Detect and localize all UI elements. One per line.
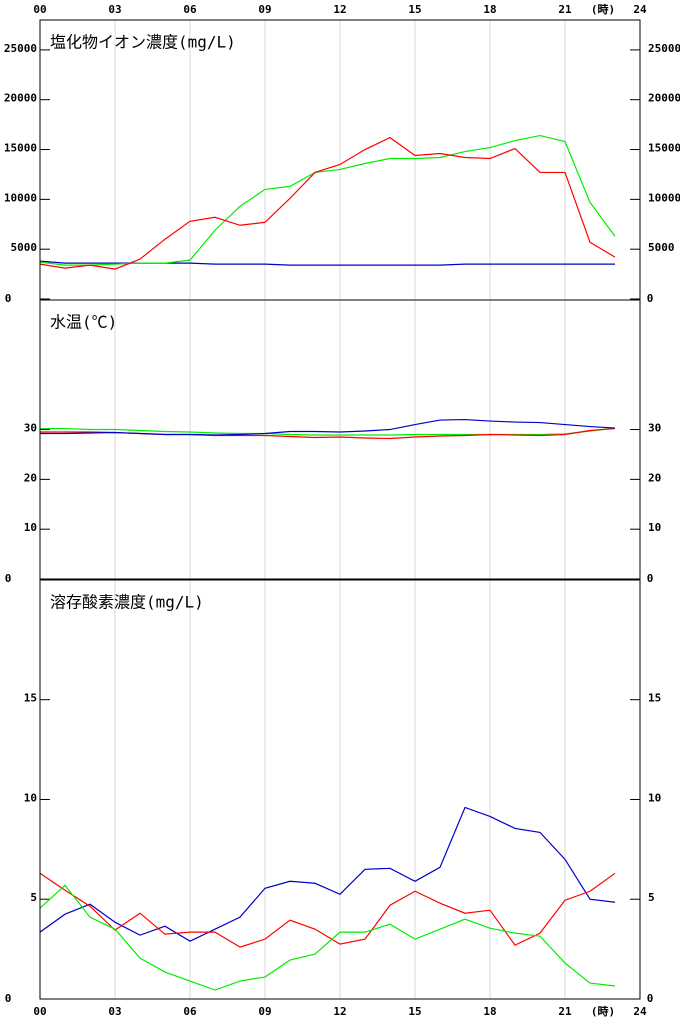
y-tick-label: 30: [648, 422, 661, 435]
x-tick-label: 15: [408, 1005, 421, 1018]
y-tick-label: 20: [648, 471, 661, 484]
y-tick-label: 0: [647, 572, 654, 585]
x-tick-label: 15: [408, 3, 421, 16]
series-line: [40, 418, 616, 436]
x-tick-label: 03: [108, 3, 121, 16]
y-tick-label: 5: [648, 891, 655, 904]
panel-title: 塩化物イオン濃度(mg/L): [50, 33, 236, 52]
y-tick-label: 10: [24, 791, 37, 804]
y-tick-label: 15: [648, 692, 661, 705]
x-tick-label: 09: [258, 3, 271, 16]
x-axis-label: (時): [591, 2, 615, 16]
y-tick-label: 20000: [648, 92, 680, 105]
y-tick-label: 25000: [648, 42, 680, 55]
y-tick-label: 20000: [4, 92, 37, 105]
y-tick-label: 0: [5, 992, 12, 1005]
series-line: [39, 136, 616, 270]
x-tick-label: 00: [33, 1005, 46, 1018]
x-tick-label: 12: [333, 1005, 346, 1018]
panel-frame: [39, 299, 641, 580]
y-tick-label: 10: [648, 521, 661, 534]
y-tick-label: 25000: [4, 42, 37, 55]
y-tick-label: 15: [24, 692, 37, 705]
series-line: [39, 134, 616, 266]
panel-frame: [39, 579, 641, 1000]
x-tick-label: 24: [633, 3, 647, 16]
x-tick-label: 09: [258, 1005, 271, 1018]
y-tick-label: 5000: [11, 241, 38, 254]
y-tick-label: 10: [648, 791, 661, 804]
panel-title: 水温(℃): [50, 313, 117, 332]
x-axis-label: (時): [591, 1004, 615, 1018]
y-tick-label: 30: [24, 422, 37, 435]
panel-title: 溶存酸素濃度(mg/L): [50, 593, 204, 612]
y-tick-label: 10000: [4, 191, 37, 204]
x-tick-label: 06: [183, 3, 197, 16]
x-tick-label: 21: [558, 3, 572, 16]
y-tick-label: 5: [30, 891, 37, 904]
x-tick-label: 12: [333, 3, 346, 16]
x-tick-label: 24: [633, 1005, 647, 1018]
series-line: [39, 806, 616, 942]
y-tick-label: 0: [647, 992, 654, 1005]
x-tick-label: 03: [108, 1005, 121, 1018]
x-tick-label: 18: [483, 3, 496, 16]
y-tick-label: 10000: [648, 191, 680, 204]
y-tick-label: 10: [24, 521, 37, 534]
y-tick-label: 20: [24, 471, 37, 484]
x-tick-label: 00: [33, 3, 46, 16]
y-tick-label: 0: [647, 292, 654, 305]
x-tick-label: 21: [558, 1005, 572, 1018]
y-tick-label: 15000: [4, 142, 37, 155]
series-line: [39, 884, 616, 991]
y-tick-label: 15000: [648, 142, 680, 155]
y-tick-label: 0: [5, 572, 12, 585]
x-tick-label: 06: [183, 1005, 197, 1018]
x-tick-label: 18: [483, 1005, 496, 1018]
y-tick-label: 5000: [648, 241, 675, 254]
series-line: [39, 872, 616, 948]
y-tick-label: 0: [5, 292, 12, 305]
